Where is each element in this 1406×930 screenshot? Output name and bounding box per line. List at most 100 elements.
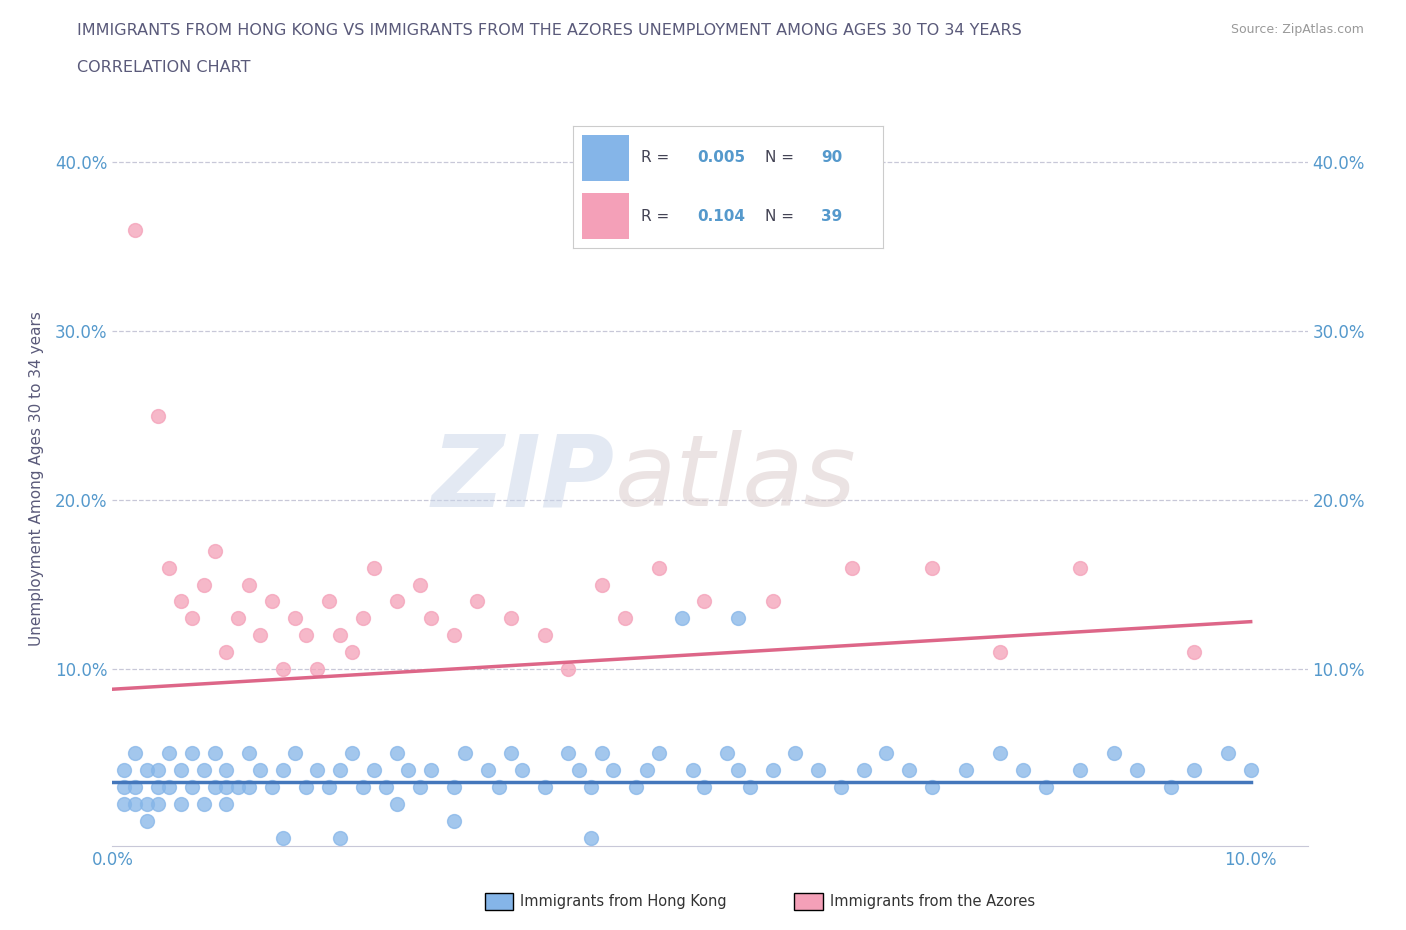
Point <box>181 611 204 626</box>
Point <box>648 746 671 761</box>
Point <box>988 746 1011 761</box>
Text: ZIP: ZIP <box>432 431 614 527</box>
Point <box>1069 560 1091 575</box>
Point <box>284 611 307 626</box>
Point <box>157 560 180 575</box>
Point <box>307 763 329 777</box>
Point <box>329 763 352 777</box>
Point <box>157 746 180 761</box>
Point <box>215 644 238 659</box>
Point <box>693 594 716 609</box>
Point <box>579 830 602 845</box>
Point <box>157 779 180 794</box>
Point <box>249 628 271 643</box>
Point <box>204 746 226 761</box>
Point <box>443 814 465 829</box>
Point <box>727 763 749 777</box>
Point <box>238 746 260 761</box>
Point <box>579 779 602 794</box>
Point <box>443 628 465 643</box>
Point <box>443 779 465 794</box>
Point <box>374 779 396 794</box>
Point <box>112 779 135 794</box>
Point <box>260 594 283 609</box>
Point <box>409 779 432 794</box>
Point <box>671 611 693 626</box>
Point <box>271 661 294 676</box>
Point <box>499 611 522 626</box>
Point <box>204 779 226 794</box>
Point <box>215 779 238 794</box>
Point <box>420 763 443 777</box>
Point <box>396 763 419 777</box>
Point <box>409 578 432 592</box>
Point <box>1182 763 1205 777</box>
Point <box>135 763 157 777</box>
Point <box>557 746 579 761</box>
Point <box>648 560 671 575</box>
Text: atlas: atlas <box>614 431 856 527</box>
Point <box>295 628 318 643</box>
Point <box>716 746 738 761</box>
Point <box>465 594 488 609</box>
Point <box>238 578 260 592</box>
Point <box>352 611 374 626</box>
Point <box>591 578 613 592</box>
Point <box>329 628 352 643</box>
Point <box>762 594 785 609</box>
Point <box>1126 763 1149 777</box>
Point <box>226 779 249 794</box>
Point <box>249 763 271 777</box>
Point <box>1102 746 1125 761</box>
Text: Source: ZipAtlas.com: Source: ZipAtlas.com <box>1230 23 1364 36</box>
Point <box>807 763 830 777</box>
Point <box>170 594 193 609</box>
Point <box>271 830 294 845</box>
Text: Immigrants from Hong Kong: Immigrants from Hong Kong <box>520 894 727 909</box>
Point <box>385 746 408 761</box>
Point <box>226 611 249 626</box>
Point <box>477 763 499 777</box>
Point <box>420 611 443 626</box>
Point <box>727 611 749 626</box>
Point <box>329 830 352 845</box>
Point <box>591 746 613 761</box>
Point <box>318 779 340 794</box>
Point <box>135 814 157 829</box>
Point <box>124 797 146 812</box>
Y-axis label: Unemployment Among Ages 30 to 34 years: Unemployment Among Ages 30 to 34 years <box>30 312 44 646</box>
Point <box>613 611 636 626</box>
Point <box>875 746 897 761</box>
Point <box>898 763 921 777</box>
Point <box>295 779 318 794</box>
Text: CORRELATION CHART: CORRELATION CHART <box>77 60 250 75</box>
Point <box>988 644 1011 659</box>
Point <box>363 763 385 777</box>
Point <box>510 763 533 777</box>
Point <box>238 779 260 794</box>
Point <box>602 763 624 777</box>
Point <box>204 543 226 558</box>
Point <box>260 779 283 794</box>
Point <box>112 763 135 777</box>
Point <box>181 746 204 761</box>
Point <box>785 746 807 761</box>
Point <box>170 763 193 777</box>
Point <box>215 797 238 812</box>
Text: IMMIGRANTS FROM HONG KONG VS IMMIGRANTS FROM THE AZORES UNEMPLOYMENT AMONG AGES : IMMIGRANTS FROM HONG KONG VS IMMIGRANTS … <box>77 23 1022 38</box>
Point <box>921 779 943 794</box>
Point <box>1035 779 1057 794</box>
Point <box>830 779 852 794</box>
Point <box>271 763 294 777</box>
Point <box>146 797 169 812</box>
Point <box>762 763 785 777</box>
Point <box>135 797 157 812</box>
Point <box>385 594 408 609</box>
Point <box>124 746 146 761</box>
Point <box>568 763 591 777</box>
Point <box>124 779 146 794</box>
Point <box>955 763 977 777</box>
Point <box>146 763 169 777</box>
Point <box>488 779 510 794</box>
Point <box>284 746 307 761</box>
